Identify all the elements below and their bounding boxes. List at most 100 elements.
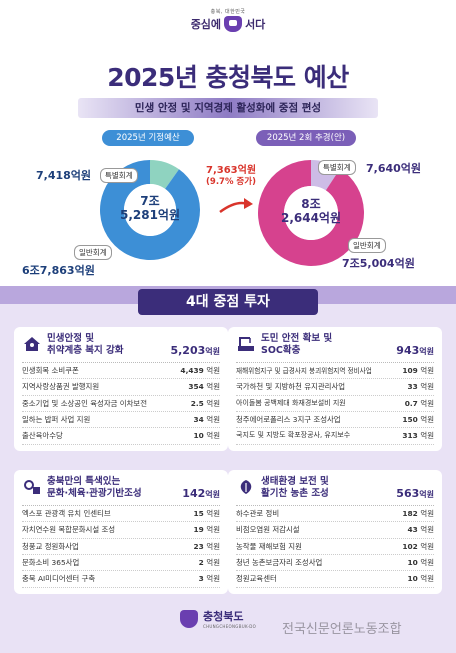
list-item: 엑스포 관광객 유치 인센티브 15 억원 [22, 506, 220, 523]
card-total-value: 5,203 [170, 343, 206, 357]
item-name: 문화소비 365사업 [22, 558, 80, 568]
list-item: 국지도 및 지방도 확포장공사, 유지보수 313 억원 [236, 428, 434, 445]
card-total-value: 943 [396, 343, 420, 357]
footer-logo: 충청북도 CHUNGCHEONGBUK-DO [180, 608, 256, 629]
right-total-line1: 8조 [301, 197, 321, 211]
left-special-amount: 7,418억원 [36, 169, 92, 182]
list-item: 아이돌봄 공백제대 화재경보설비 지원 0.7 억원 [236, 396, 434, 412]
card-total: 142억원 [182, 487, 220, 500]
list-item: 비점오염원 저감시설 43 억원 [236, 522, 434, 539]
card-title-line2: 문화·체육·관광기반조성 [47, 487, 142, 499]
item-value: 10 억원 [193, 431, 220, 441]
list-item: 정원교육센터 10 억원 [236, 571, 434, 588]
item-name: 하수관로 정비 [236, 508, 280, 518]
page-title: 2025년 충청북도 예산 [107, 63, 349, 92]
item-value: 313 억원 [402, 431, 434, 441]
card-total: 943억원 [396, 344, 434, 357]
item-name: 일하는 밥퍼 사업 지원 [22, 415, 91, 425]
left-chart-pill: 2025년 기정예산 [102, 130, 194, 146]
right-donut-total: 8조 2,644억원 [273, 197, 349, 226]
item-name: 민생회복 소비쿠폰 [22, 365, 79, 375]
logo-mark-icon [224, 16, 243, 32]
investment-card-eco: 생태환경 보전 및 활기찬 농촌 조성 563억원 하수관로 정비 182 억원 … [228, 470, 442, 594]
left-general-amount: 6조7,863억원 [22, 264, 95, 277]
left-special-tag: 특별회계 [100, 168, 138, 183]
item-name: 엑스포 관광객 유치 인센티브 [22, 508, 111, 518]
item-value: 109 억원 [402, 365, 434, 375]
item-value: 43 억원 [407, 525, 434, 535]
item-name: 비점오염원 저감시설 [236, 525, 300, 535]
item-name: 농작물 재해보험 지원 [236, 541, 302, 551]
list-item: 하수관로 정비 182 억원 [236, 506, 434, 523]
construction-icon [238, 337, 254, 351]
slogan-text-left: 중심에 [190, 18, 222, 31]
subtitle-banner: 민생 안정 및 지역경제 활성화에 중점 편성 [78, 98, 378, 118]
list-item: 청년 농촌보금자리 조성사업 10 억원 [236, 555, 434, 572]
investment-card-culture: 충북만의 특색있는 문화·체육·관광기반조성 142억원 엑스포 관광객 유치 … [14, 470, 228, 594]
list-item: 민생회복 소비쿠폰 4,439 억원 [22, 363, 220, 380]
general-slice [99, 160, 200, 260]
left-donut-chart [99, 160, 200, 260]
card-title-line2: SOC확충 [261, 344, 301, 356]
right-special-amount: 7,640억원 [366, 162, 422, 175]
top-section [0, 0, 456, 290]
list-item: 중소기업 및 소상공인 육성자금 이차보전 2.5 억원 [22, 396, 220, 412]
item-value: 19 억원 [193, 525, 220, 535]
item-value: 102 억원 [402, 541, 434, 551]
item-name: 국가하천 및 지방하천 유지관리사업 [236, 382, 346, 392]
special-slice [150, 160, 180, 189]
province-logo-icon [180, 609, 198, 628]
item-value: 150 억원 [402, 415, 434, 425]
item-name: 중소기업 및 소상공인 육성자금 이차보전 [22, 398, 147, 408]
item-name: 재해위험지구 및 급경사지 붕괴위험지역 정비사업 [236, 366, 372, 375]
card-total-unit: 억원 [205, 489, 220, 499]
item-name: 출산육아수당 [22, 431, 63, 441]
list-item: 출산육아수당 10 억원 [22, 428, 220, 445]
item-value: 15 억원 [193, 508, 220, 518]
item-value: 10 억원 [407, 558, 434, 568]
item-value: 23 억원 [193, 541, 220, 551]
people-house-icon [24, 337, 40, 351]
item-value: 4,439 억원 [180, 365, 220, 375]
item-value: 34 억원 [193, 415, 220, 425]
slogan-text-right: 서다 [245, 18, 266, 31]
left-total-line1: 7조 [140, 194, 160, 208]
list-item: 일하는 밥퍼 사업 지원 34 억원 [22, 412, 220, 429]
card-title-line2: 활기찬 농촌 조성 [261, 487, 329, 499]
right-general-amount: 7조5,004억원 [342, 257, 415, 270]
footer-name: 충청북도 [203, 610, 244, 623]
list-item: 충북 AI미디어센터 구축 3 억원 [22, 571, 220, 588]
list-item: 국가하천 및 지방하천 유지관리사업 33 억원 [236, 379, 434, 396]
culture-sports-icon [24, 480, 40, 494]
item-value: 0.7 억원 [404, 398, 434, 408]
right-general-tag: 일반회계 [348, 238, 386, 253]
card-title-line1: 도민 안전 확보 및 [261, 333, 333, 344]
item-name: 충북 AI미디어센터 구축 [22, 574, 96, 584]
investment-card-safety: 도민 안전 확보 및 SOC확충 943억원 재해위험지구 및 급경사지 붕괴위… [228, 327, 442, 451]
card-total-value: 142 [182, 486, 206, 500]
general-slice [258, 160, 364, 266]
increase-label: 7,363억원 (9.7% 증가) [196, 165, 266, 187]
eco-farm-icon [240, 480, 252, 494]
list-item: 문화소비 365사업 2 억원 [22, 555, 220, 572]
right-chart-pill: 2025년 2회 추경(안) [256, 130, 356, 146]
card-total-unit: 억원 [205, 346, 220, 356]
card-total-unit: 억원 [419, 489, 434, 499]
left-general-tag: 일반회계 [74, 245, 112, 260]
item-value: 354 억원 [188, 382, 220, 392]
card-title-line1: 민생안정 및 [47, 333, 95, 344]
item-value: 182 억원 [402, 508, 434, 518]
increase-pct: (9.7% 증가) [206, 177, 256, 187]
item-name: 청풍교 정원화사업 [22, 541, 79, 551]
item-name: 청주에어로폴리스 3지구 조성사업 [236, 415, 341, 425]
list-item: 농작물 재해보험 지원 102 억원 [236, 539, 434, 555]
card-title-line2: 취약계층 복지 강화 [47, 344, 124, 356]
list-item: 지역사랑상품권 발행지원 354 억원 [22, 379, 220, 396]
watermark: 전국신문언론노동조합 [282, 622, 402, 637]
item-value: 2 억원 [198, 558, 220, 568]
slogan-small-text: 충북, 대한민국 [210, 9, 246, 15]
list-item: 청주에어로폴리스 3지구 조성사업 150 억원 [236, 412, 434, 429]
item-name: 정원교육센터 [236, 574, 277, 584]
section-title: 4대 중점 투자 [138, 289, 318, 315]
footer-sub: CHUNGCHEONGBUK-DO [203, 624, 257, 629]
